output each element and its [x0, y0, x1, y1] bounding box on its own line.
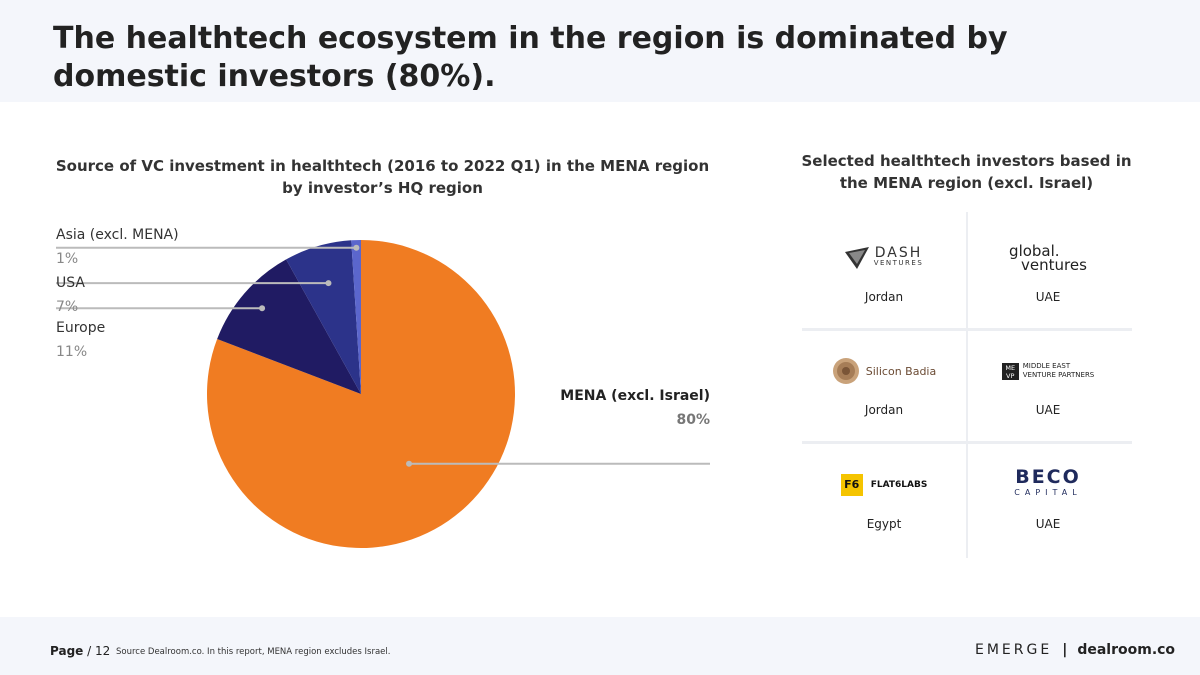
page-label: Page: [50, 644, 84, 658]
grid-divider-vertical: [966, 212, 968, 558]
flat6labs-mark: F6: [840, 474, 863, 496]
label-asia: Asia (excl. MENA): [56, 227, 179, 243]
investors-title: Selected healthtech investors based in t…: [801, 152, 1132, 192]
dash-icon: [844, 247, 869, 269]
page-title: The healthtech ecosystem in the region i…: [53, 21, 1008, 94]
value-mena: 80%: [676, 412, 710, 428]
leader-dot-usa: [325, 280, 332, 287]
investor-flat6labs: F6 FLAT6LABS Egypt: [802, 445, 966, 555]
label-mena: MENA (excl. Israel): [560, 388, 710, 404]
mevp-logo: ME VP MIDDLE EAST VENTURE PARTNERS: [966, 351, 1130, 391]
mevp-logo-subtext: VENTURE PARTNERS: [1022, 371, 1095, 379]
label-europe: Europe: [56, 320, 106, 336]
investor-beco-capital: BECO CAPITAL UAE: [966, 445, 1130, 555]
source-note: Source Dealroom.co. In this report, MENA…: [116, 647, 391, 657]
pie-slices: [207, 240, 516, 548]
dealroom-logo: dealroom.co: [1077, 642, 1176, 658]
pie-leader-lines: [56, 244, 710, 467]
value-usa: 7%: [56, 299, 79, 315]
chart-title: Source of VC investment in healthtech (2…: [55, 157, 710, 197]
mevp-mark: ME VP: [1001, 362, 1019, 380]
value-asia: 1%: [56, 251, 79, 267]
value-europe: 11%: [56, 344, 88, 360]
silicon-badia-icon: [832, 358, 859, 384]
beco-logo-subtext: CAPITAL: [1014, 488, 1082, 497]
global-ventures-logo: global. ventures: [966, 238, 1130, 278]
silicon-badia-logo: Silicon Badia: [802, 351, 966, 391]
dash-logo-text: DASH: [874, 245, 923, 261]
brand-logos: EMERGE | dealroom.co: [975, 642, 1175, 658]
emerge-logo: EMERGE: [975, 642, 1053, 658]
investor-dash-ventures: DASH VENTURES Jordan: [802, 218, 966, 328]
footer-band: [0, 617, 1200, 675]
investor-country: Jordan: [864, 403, 904, 417]
pie-slice-usa: [286, 240, 361, 394]
investor-country: Jordan: [864, 290, 904, 304]
investor-country: UAE: [1035, 517, 1061, 531]
leader-dot-mena: [406, 460, 413, 467]
brand-separator: |: [1062, 642, 1068, 658]
investor-country: UAE: [1035, 290, 1061, 304]
silicon-badia-logo-text: Silicon Badia: [865, 364, 937, 378]
flat6labs-logo: F6 FLAT6LABS: [802, 465, 966, 505]
header-band: [0, 0, 1200, 102]
grid-divider-horizontal: [802, 328, 1132, 331]
mevp-logo-text: MIDDLE EAST: [1022, 362, 1071, 370]
investor-silicon-badia: Silicon Badia Jordan: [802, 331, 966, 441]
leader-dot-europe: [259, 305, 266, 312]
dash-ventures-logo: DASH VENTURES: [802, 238, 966, 278]
investor-global-ventures: global. ventures UAE: [966, 218, 1130, 328]
beco-logo-text: BECO: [1015, 466, 1081, 488]
dash-logo-subtext: VENTURES: [873, 259, 924, 267]
flat6labs-logo-text: FLAT6LABS: [870, 480, 928, 490]
leader-dot-asia: [353, 244, 360, 251]
page-total: / 12: [87, 644, 111, 658]
pie-slice-europe: [217, 259, 361, 394]
investor-country: Egypt: [866, 517, 902, 531]
global-logo-text: global.: [1009, 242, 1060, 260]
investor-mevp: ME VP MIDDLE EAST VENTURE PARTNERS UAE: [966, 331, 1130, 441]
label-usa: USA: [56, 275, 85, 291]
grid-divider-horizontal: [802, 441, 1132, 444]
beco-capital-logo: BECO CAPITAL: [966, 465, 1130, 505]
global-logo-subtext: ventures: [1021, 256, 1087, 274]
investor-country: UAE: [1035, 403, 1061, 417]
page-number: Page / 12: [50, 644, 110, 658]
pie-slice-asia: [351, 240, 361, 394]
